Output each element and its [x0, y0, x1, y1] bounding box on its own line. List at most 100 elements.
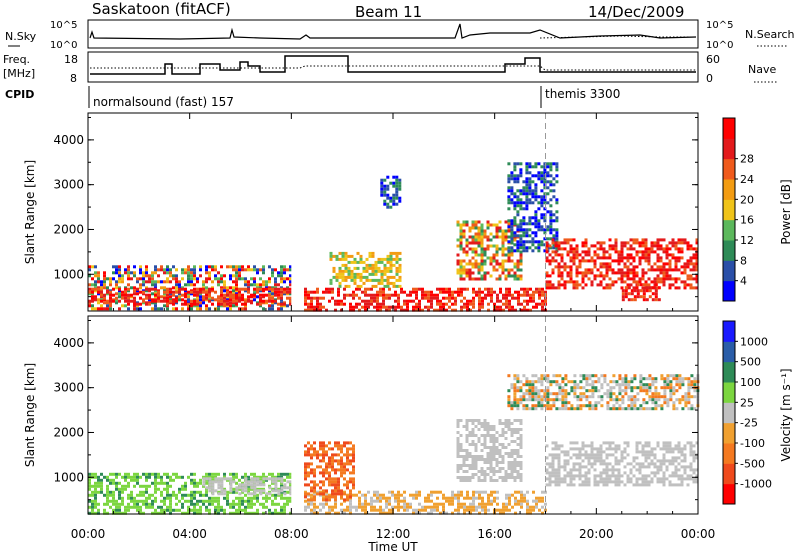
echo-cell: [546, 180, 550, 184]
echo-cell: [572, 283, 576, 287]
echo-cell: [241, 293, 244, 297]
echo-cell: [160, 508, 163, 512]
echo-cell: [585, 389, 589, 393]
echo-cell: [656, 247, 660, 251]
echo-cell: [526, 505, 529, 509]
echo-cell: [525, 186, 529, 190]
echo-cell: [525, 240, 529, 244]
echo-cell: [626, 480, 630, 484]
echo-cell: [472, 296, 475, 300]
echo-cell: [569, 480, 573, 484]
echo-cell: [310, 462, 313, 466]
echo-cell: [127, 265, 130, 269]
echo-cell: [160, 481, 163, 485]
echo-cell: [663, 398, 667, 402]
echo-cell: [430, 493, 433, 497]
echo-cell: [91, 292, 94, 296]
echo-cell: [343, 287, 346, 291]
echo-cell: [513, 192, 517, 196]
echo-cell: [331, 508, 334, 512]
echo-cell: [97, 301, 100, 305]
echo-cell: [253, 489, 257, 493]
echo-cell: [510, 174, 514, 178]
echo-cell: [680, 465, 684, 469]
echo-cell: [304, 299, 307, 303]
echo-cell: [346, 468, 349, 472]
echo-cell: [499, 290, 502, 294]
echo-cell: [377, 260, 381, 264]
echo-cell: [695, 253, 699, 257]
echo-cell: [127, 508, 130, 512]
echo-cell: [334, 299, 337, 303]
echo-cell: [557, 244, 561, 248]
echo-cell: [564, 374, 568, 378]
echo-cell: [656, 241, 660, 245]
echo-cell: [344, 275, 348, 279]
echo-cell: [543, 186, 547, 190]
echo-cell: [100, 478, 103, 482]
echo-cell: [468, 241, 472, 245]
echo-cell: [626, 268, 630, 272]
echo-cell: [489, 244, 493, 248]
echo-cell: [629, 283, 633, 287]
echo-cell: [356, 260, 360, 264]
echo-cell: [238, 287, 241, 291]
echo-cell: [507, 235, 511, 239]
echo-cell: [671, 459, 675, 463]
echo-cell: [395, 175, 399, 179]
echo-cell: [283, 302, 286, 306]
echo-cell: [232, 293, 235, 297]
echo-cell: [605, 453, 609, 457]
echo-cell: [623, 271, 627, 275]
echo-cell: [344, 254, 348, 258]
echo-cell: [337, 511, 340, 515]
echo-cell: [487, 293, 490, 297]
echo-cell: [430, 305, 433, 309]
echo-cell: [385, 499, 388, 503]
echo-cell: [289, 265, 292, 269]
echo-cell: [683, 453, 687, 457]
echo-cell: [483, 274, 487, 278]
echo-cell: [561, 401, 565, 405]
echo-cell: [329, 281, 333, 285]
echo-cell: [678, 377, 682, 381]
echo-cell: [522, 240, 526, 244]
echo-cell: [103, 283, 106, 287]
echo-cell: [600, 383, 604, 387]
echo-cell: [597, 389, 601, 393]
echo-cell: [163, 487, 166, 491]
echo-cell: [307, 474, 310, 478]
echo-cell: [394, 299, 397, 303]
echo-cell: [650, 450, 654, 454]
echo-cell: [217, 508, 220, 512]
echo-cell: [495, 253, 499, 257]
echo-cell: [395, 254, 399, 258]
echo-cell: [265, 477, 269, 481]
echo-cell: [635, 241, 639, 245]
echo-cell: [340, 456, 343, 460]
echo-cell: [385, 496, 388, 500]
echo-cell: [671, 256, 675, 260]
echo-cell: [507, 401, 511, 405]
echo-cell: [136, 505, 139, 509]
echo-cell: [346, 493, 349, 497]
echo-cell: [379, 499, 382, 503]
echo-cell: [100, 286, 103, 290]
echo-cell: [593, 462, 597, 466]
echo-cell: [647, 480, 651, 484]
echo-cell: [256, 483, 260, 487]
echo-cell: [546, 192, 550, 196]
echo-cell: [468, 277, 472, 281]
echo-cell: [557, 483, 561, 487]
colorbar-tick-label: 24: [740, 173, 754, 186]
echo-cell: [262, 268, 265, 272]
echo-cell: [543, 195, 547, 199]
echo-cell: [145, 490, 148, 494]
echo-cell: [522, 186, 526, 190]
echo-cell: [454, 496, 457, 500]
echo-cell: [274, 293, 277, 297]
echo-cell: [519, 168, 523, 172]
echo-cell: [585, 374, 589, 378]
echo-cell: [364, 302, 367, 306]
echo-cell: [501, 422, 505, 425]
